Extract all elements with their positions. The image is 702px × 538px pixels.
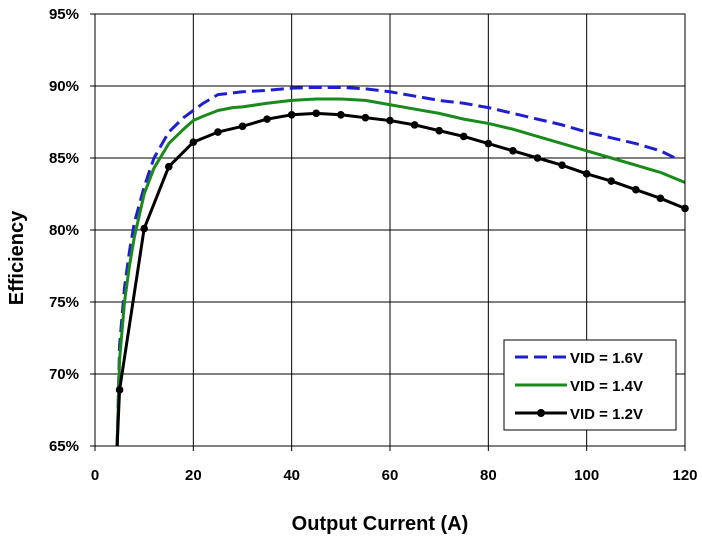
series-3-marker [607, 177, 616, 185]
y-tick-labels: 65% 70% 75% 80% 85% 90% 95% [49, 6, 79, 455]
series-3-marker [484, 139, 493, 148]
series-3-marker [189, 138, 198, 146]
series-3-marker [410, 121, 419, 129]
series-3-marker [459, 132, 468, 141]
x-axis-label: Output Current (A) [292, 513, 469, 535]
series-3-marker [115, 386, 124, 394]
x-tick-label: 40 [283, 467, 300, 484]
series-3-marker [386, 116, 394, 125]
series-3-marker [533, 154, 542, 162]
series-3-marker [435, 126, 443, 135]
x-tick-label: 60 [382, 467, 399, 484]
series-3-marker [337, 111, 345, 119]
axes [90, 13, 686, 451]
series-3-marker [509, 147, 517, 155]
series-line-2 [115, 97, 686, 447]
y-tick-label: 80% [49, 222, 79, 239]
y-tick-label: 65% [49, 438, 79, 455]
y-tick-label: 90% [49, 78, 79, 95]
series-3-marker [164, 162, 173, 171]
x-tick-label: 20 [185, 467, 202, 484]
series-3-marker [312, 109, 321, 118]
y-tick-label: 70% [49, 366, 79, 383]
legend-label-1: VID = 1.6V [570, 350, 643, 367]
legend-entries: VID = 1.6V VID = 1.4V VID = 1.2V [515, 350, 643, 423]
y-tick-label: 85% [49, 150, 79, 167]
legend-marker-3 [537, 409, 545, 417]
legend-label-3: VID = 1.2V [570, 406, 643, 423]
series-3-marker [558, 161, 566, 169]
x-tick-label: 120 [672, 467, 697, 484]
legend-label-2: VID = 1.4V [570, 378, 643, 395]
y-axis-label: Efficiency [6, 210, 28, 305]
series-3-marker [582, 170, 591, 178]
grid-lines [95, 14, 685, 446]
x-tick-label: 100 [574, 467, 599, 484]
plot-border [94, 13, 686, 447]
series-3-marker [214, 128, 222, 136]
x-tick-labels: 0 20 40 60 80 100 120 [91, 467, 698, 484]
series-3-marker [361, 113, 370, 122]
series-lines [115, 85, 689, 447]
series-3-marker [238, 122, 247, 131]
series-3-marker [632, 185, 640, 194]
series-3-marker [263, 115, 271, 123]
y-tick-label: 95% [49, 6, 79, 23]
y-tick-label: 75% [49, 294, 79, 311]
x-tick-label: 80 [480, 467, 497, 484]
legend: VID = 1.6V VID = 1.4V VID = 1.2V [503, 339, 677, 431]
series-3-marker [287, 111, 296, 119]
series-line-1 [115, 85, 676, 447]
series-3-marker [140, 224, 148, 233]
x-tick-label: 0 [91, 467, 99, 484]
series-3-marker [656, 194, 665, 203]
